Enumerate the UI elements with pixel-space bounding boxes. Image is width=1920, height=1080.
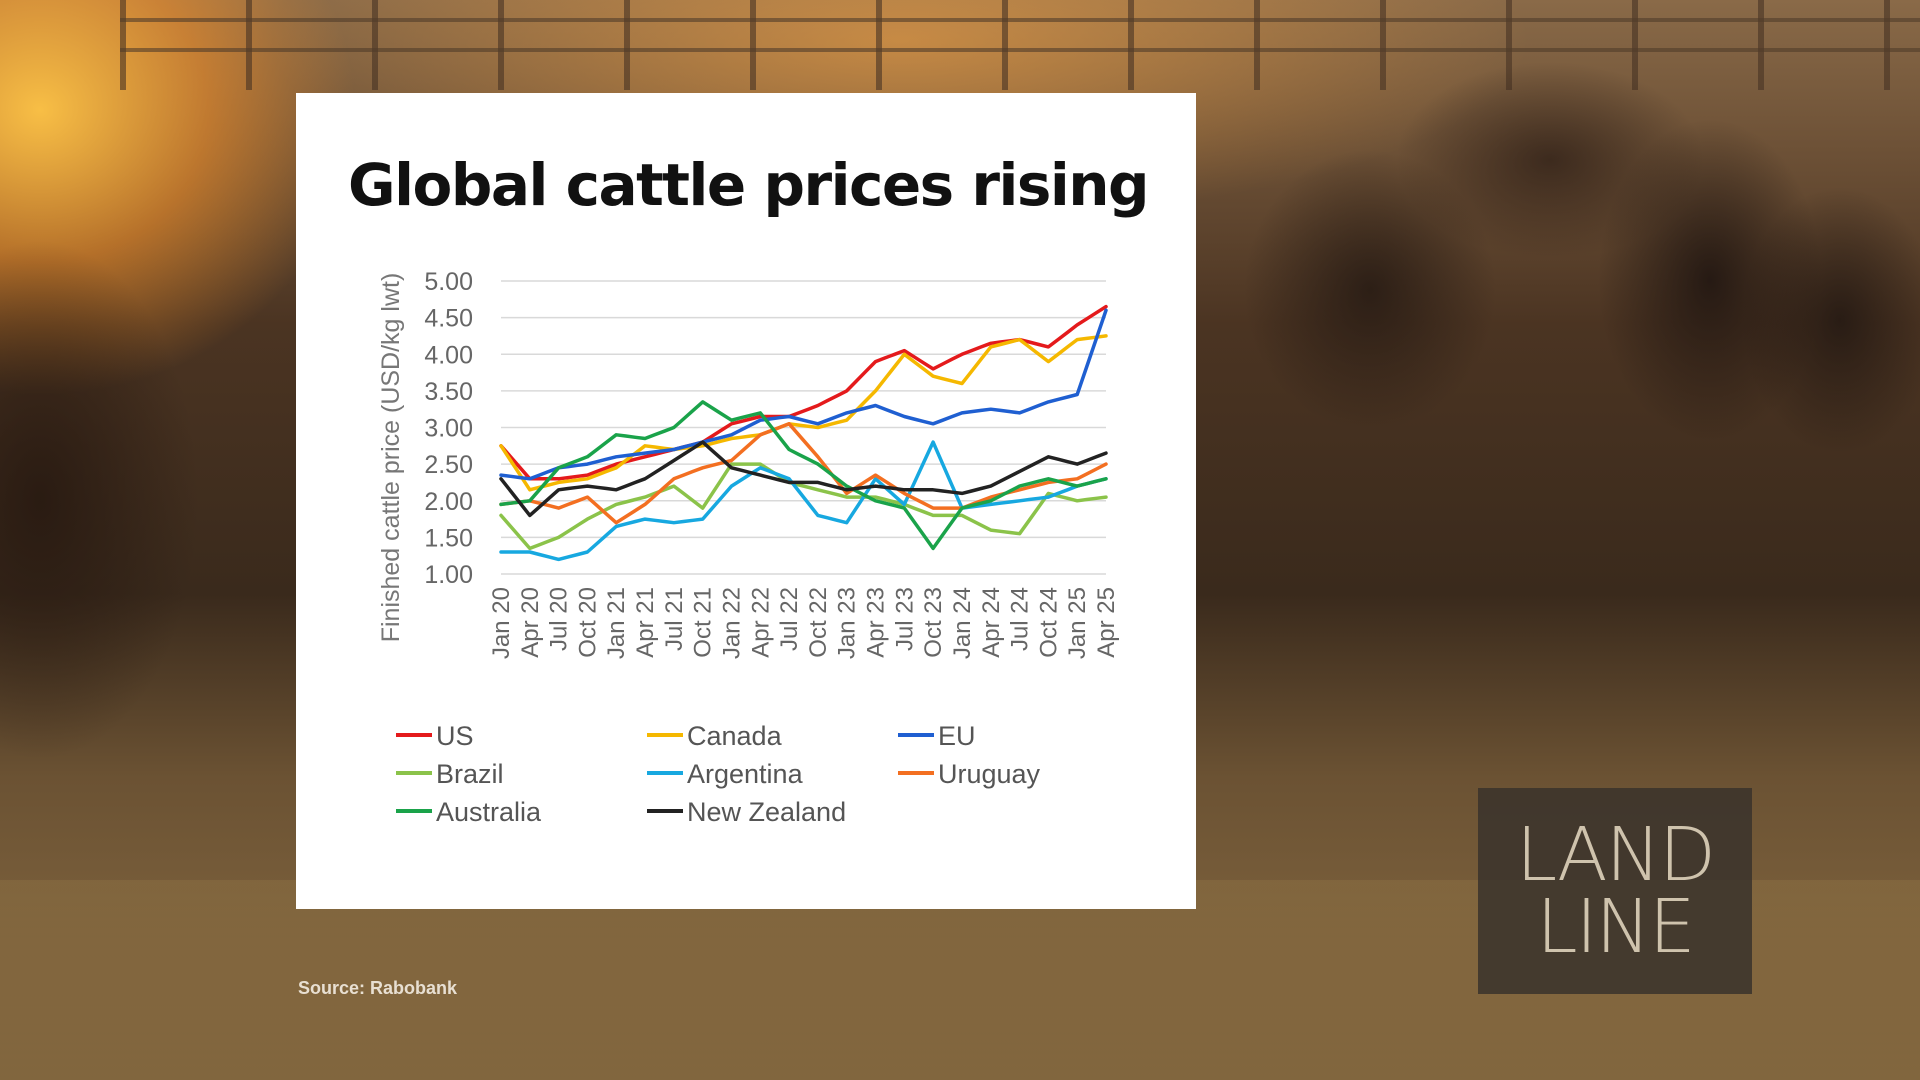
x-tick-label: Jan 24 <box>949 587 976 659</box>
x-tick-label: Jul 21 <box>661 587 688 651</box>
legend-label: US <box>436 721 474 751</box>
x-tick-label: Apr 25 <box>1093 587 1120 658</box>
x-tick-label: Jan 22 <box>718 587 745 659</box>
x-tick-label: Apr 24 <box>978 587 1005 658</box>
background-fence-rail <box>120 18 1920 22</box>
background-cow <box>0 120 300 880</box>
legend-label: Brazil <box>436 759 504 789</box>
legend-label: Canada <box>687 721 783 751</box>
x-tick-label: Jul 22 <box>776 587 803 651</box>
legend-label: Australia <box>436 797 542 827</box>
x-tick-label: Oct 24 <box>1035 587 1062 658</box>
series-line-eu <box>499 308 1108 481</box>
legend-label: Uruguay <box>938 759 1041 789</box>
x-tick-label: Oct 21 <box>690 587 717 658</box>
x-tick-label: Oct 22 <box>805 587 832 658</box>
x-tick-label: Jul 20 <box>546 587 573 651</box>
x-tick-label: Apr 21 <box>632 587 659 658</box>
series-line-australia <box>499 400 1108 551</box>
y-tick-label: 5.00 <box>424 268 473 296</box>
x-tick-label: Apr 20 <box>517 587 544 658</box>
x-tick-label: Jul 23 <box>891 587 918 651</box>
x-tick-label: Oct 23 <box>920 587 947 658</box>
x-tick-label: Apr 22 <box>747 587 774 658</box>
y-tick-label: 3.00 <box>424 415 473 443</box>
y-tick-label: 4.50 <box>424 305 473 333</box>
chart-title: Global cattle prices rising <box>348 151 1150 219</box>
logo-line-2: LINE <box>1536 884 1695 970</box>
source-credit: Source: Rabobank <box>298 978 458 998</box>
line-chart: 5.00 4.50 4.00 3.50 3.00 2.50 2.00 1.50 1.00 Fini… <box>377 268 1120 827</box>
x-tick-label: Apr 23 <box>863 587 890 658</box>
y-tick-label: 3.50 <box>424 378 473 406</box>
x-tick-label: Jan 21 <box>603 587 630 659</box>
series-line-argentina <box>499 440 1108 562</box>
series-line-us <box>499 304 1108 481</box>
y-tick-label: 2.50 <box>424 451 473 479</box>
logo-line-1: LAND <box>1516 812 1716 898</box>
x-tick-label: Oct 20 <box>574 587 601 658</box>
x-tick-label: Jan 25 <box>1064 587 1091 659</box>
y-tick-label: 2.00 <box>424 488 473 516</box>
y-tick-label: 1.00 <box>424 561 473 589</box>
legend-label: Argentina <box>687 759 804 789</box>
background-fence-rail <box>120 48 1920 52</box>
background-cattle-herd <box>1150 40 1920 560</box>
y-axis-label: Finished cattle price (USD/kg lwt) <box>377 273 405 643</box>
series-line-canada <box>499 334 1108 492</box>
series-line-new-zealand <box>499 440 1108 518</box>
legend-label: New Zealand <box>687 797 846 827</box>
legend-label: EU <box>938 721 976 751</box>
chart-card: Global cattle prices rising 5.00 4.50 4.00… <box>296 93 1196 909</box>
y-tick-label: 1.50 <box>424 524 473 552</box>
x-tick-label: Jul 24 <box>1007 587 1034 651</box>
landline-logo: LAND LINE <box>1478 788 1752 994</box>
x-tick-label: Jan 23 <box>834 587 861 659</box>
y-tick-label: 4.00 <box>424 341 473 369</box>
x-tick-label: Jan 20 <box>488 587 515 659</box>
